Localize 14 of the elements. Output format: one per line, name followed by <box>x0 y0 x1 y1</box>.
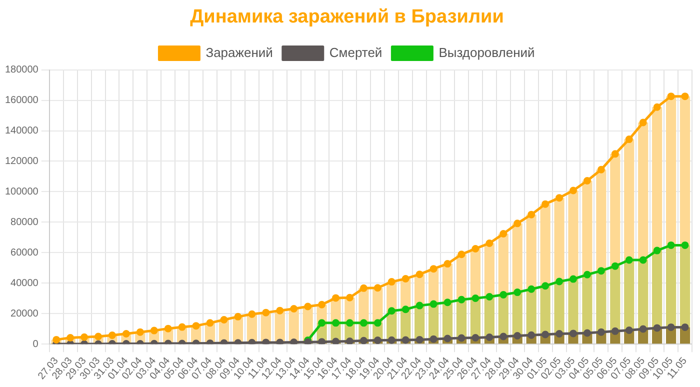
legend-label: Смертей <box>329 44 382 60</box>
y-tick-label: 80000 <box>10 216 39 228</box>
y-tick-label: 180000 <box>4 64 39 76</box>
y-tick-label: 140000 <box>4 126 39 137</box>
legend-label: Выздоровлений <box>438 44 535 60</box>
chart-title: Динамика заражений в Бразилии <box>190 6 504 28</box>
y-tick-label: 60000 <box>10 247 39 258</box>
legend-label: Заражений <box>206 44 273 60</box>
y-tick-label: 100000 <box>4 186 39 198</box>
y-tick-label: 0 <box>32 338 39 350</box>
y-tick-label: 120000 <box>4 156 39 167</box>
y-tick-label: 40000 <box>10 278 39 289</box>
y-tick-label: 20000 <box>10 308 39 320</box>
y-tick-label: 160000 <box>4 95 39 106</box>
